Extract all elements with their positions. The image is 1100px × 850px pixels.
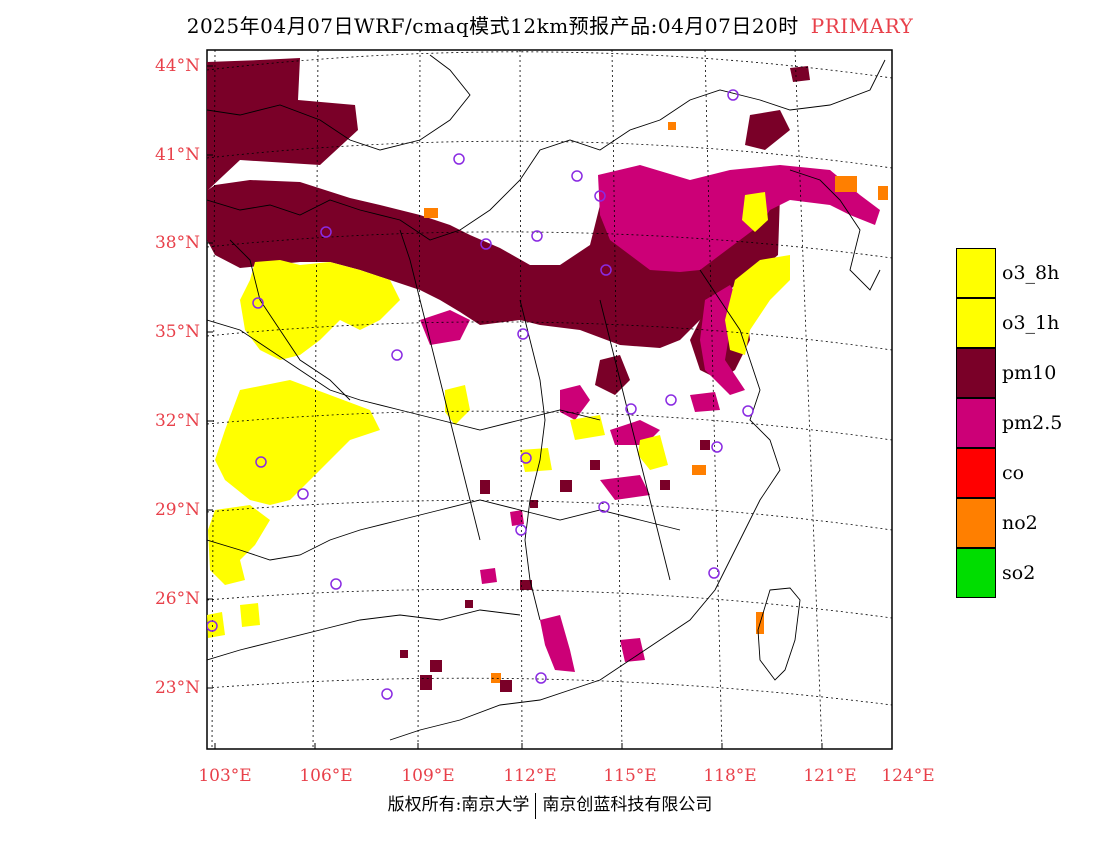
lat-label: 41°N xyxy=(154,145,200,165)
legend-label: pm10 xyxy=(1002,362,1057,384)
legend-label: o3_1h xyxy=(1002,312,1060,334)
lat-label: 29°N xyxy=(154,500,200,520)
legend-swatch xyxy=(956,548,996,598)
lat-label: 38°N xyxy=(154,233,200,253)
city-markers xyxy=(207,89,754,700)
pm10-scatter xyxy=(400,440,710,692)
legend-label: pm2.5 xyxy=(1002,412,1063,434)
map-title-main: 2025年04月07日WRF/cmaq模式12km预报产品:04月07日20时 xyxy=(186,14,799,38)
legend-label: o3_8h xyxy=(1002,262,1060,284)
legend-swatch xyxy=(956,298,996,348)
lat-label: 32°N xyxy=(154,411,200,431)
lat-label: 23°N xyxy=(154,678,200,698)
lon-label: 103°E xyxy=(198,766,252,786)
legend-label: co xyxy=(1002,462,1025,484)
lon-label: 121°E xyxy=(803,766,857,786)
legend-swatch xyxy=(956,348,996,398)
legend-item-pm10: pm10 xyxy=(956,348,1096,398)
lat-label: 26°N xyxy=(154,589,200,609)
legend-item-o3-1h: o3_1h xyxy=(956,298,1096,348)
graticule xyxy=(207,50,892,749)
lon-label: 112°E xyxy=(503,766,557,786)
copyright-right: 南京创蓝科技有限公司 xyxy=(542,795,713,815)
lat-label: 35°N xyxy=(154,322,200,342)
lon-label: 106°E xyxy=(299,766,353,786)
legend-swatch xyxy=(956,248,996,298)
lon-label: 109°E xyxy=(401,766,455,786)
legend-item-co: co xyxy=(956,448,1096,498)
axis-ticks xyxy=(207,65,823,749)
legend-item-o3-8h: o3_8h xyxy=(956,248,1096,298)
legend-item-pm25: pm2.5 xyxy=(956,398,1096,448)
legend-label: so2 xyxy=(1002,562,1036,584)
copyright-footer: 版权所有:南京大学 南京创蓝科技有限公司 xyxy=(0,790,1100,819)
legend-item-no2: no2 xyxy=(956,498,1096,548)
copyright-left: 版权所有:南京大学 xyxy=(387,795,530,815)
legend-swatch xyxy=(956,398,996,448)
lon-label: 115°E xyxy=(603,766,657,786)
map-title: 2025年04月07日WRF/cmaq模式12km预报产品:04月07日20时 P… xyxy=(0,10,1100,39)
map-title-tag: PRIMARY xyxy=(810,14,914,38)
legend-label: no2 xyxy=(1002,512,1038,534)
legend: o3_8h o3_1h pm10 pm2.5 co no2 so2 xyxy=(956,248,1096,598)
legend-swatch xyxy=(956,448,996,498)
legend-item-so2: so2 xyxy=(956,548,1096,598)
legend-swatch xyxy=(956,498,996,548)
lon-label: 124°E xyxy=(881,766,935,786)
lat-label: 44°N xyxy=(154,56,200,76)
boundary-lines xyxy=(207,54,886,741)
footer-separator xyxy=(535,792,537,819)
lon-label: 118°E xyxy=(703,766,757,786)
